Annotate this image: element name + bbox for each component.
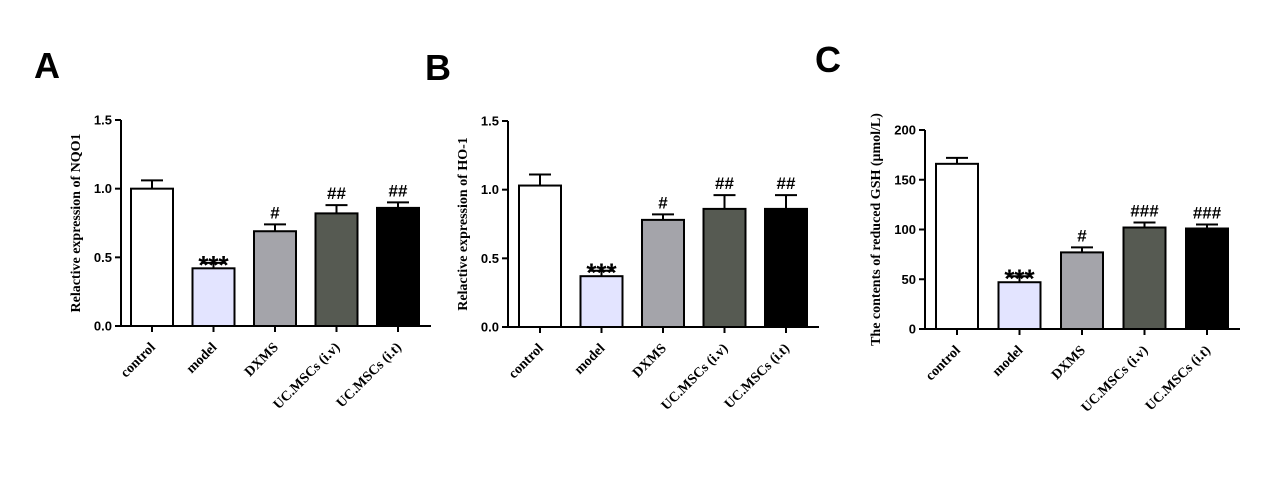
significance-label: *** <box>198 250 229 280</box>
significance-label: # <box>658 193 668 212</box>
x-tick-label: DXMS <box>242 340 282 380</box>
y-tick-label: 1.0 <box>481 182 499 197</box>
x-tick-label: UC.MSCs (i.v) <box>1079 343 1152 416</box>
x-tick-label: UC.MSCs (i.t) <box>1143 343 1214 414</box>
significance-label: ## <box>715 174 734 193</box>
x-tick-label: control <box>118 340 159 381</box>
chart-panel-c: C The contents of reduced GSH (μmol/L) 0 50… <box>815 39 1240 416</box>
significance-label: ## <box>777 174 796 193</box>
y-tick-label: 100 <box>894 222 916 237</box>
y-tick-label: 0 <box>909 322 916 337</box>
bar <box>764 207 808 328</box>
y-axis-label: Relactive expression of NQO1 <box>69 134 84 313</box>
bar <box>253 230 297 328</box>
y-axis-label: The contents of reduced GSH (μmol/L) <box>869 113 884 346</box>
panel-letter: C <box>815 39 841 80</box>
bar <box>935 162 979 330</box>
bar <box>191 267 236 328</box>
bar <box>130 187 174 327</box>
y-tick-label: 1.5 <box>94 113 112 128</box>
bar <box>702 207 747 328</box>
y-tick-label: 150 <box>894 172 916 187</box>
significance-label: # <box>270 203 280 222</box>
chart-panel-b: B Relactive expression of HO-1 0.0 0.5 1.0 1.… <box>425 47 819 414</box>
chart-panel-a: A Relactive expression of NQO1 0.0 0.5 1.0 1.… <box>34 45 431 413</box>
x-tick-label: DXMS <box>630 341 670 381</box>
y-tick-label: 1.5 <box>481 114 499 129</box>
panel-letter: A <box>34 45 60 86</box>
significance-label: ## <box>327 184 346 203</box>
bar <box>376 206 420 327</box>
bar <box>997 281 1042 330</box>
significance-label: ## <box>389 181 408 200</box>
bar <box>579 275 624 329</box>
significance-label: # <box>1077 226 1087 245</box>
panel-letter: B <box>425 47 451 88</box>
significance-label: *** <box>586 258 617 288</box>
bar <box>1060 251 1104 330</box>
x-tick-label: model <box>990 343 1027 380</box>
x-tick-label: UC.MSCs (i.t) <box>334 340 405 411</box>
significance-label: ### <box>1193 204 1222 223</box>
y-tick-label: 0.5 <box>481 251 499 266</box>
x-tick-label: control <box>923 343 964 384</box>
x-tick-label: model <box>184 340 221 377</box>
significance-label: *** <box>1004 263 1035 293</box>
x-tick-label: DXMS <box>1049 343 1089 383</box>
y-tick-label: 0.5 <box>94 250 112 265</box>
y-tick-label: 1.0 <box>94 181 112 196</box>
y-tick-label: 0.0 <box>94 319 112 334</box>
y-tick-label: 50 <box>902 272 916 287</box>
bar <box>518 184 562 328</box>
bar <box>641 218 685 329</box>
x-tick-label: UC.MSCs (i.t) <box>722 341 793 412</box>
significance-label: ### <box>1130 202 1159 221</box>
y-tick-label: 0.0 <box>481 320 499 335</box>
bar <box>314 212 359 328</box>
x-tick-label: control <box>506 341 547 382</box>
x-tick-label: model <box>572 341 609 378</box>
y-axis-label: Relactive expression of HO-1 <box>456 137 471 311</box>
bar <box>1122 226 1167 330</box>
bar <box>1185 227 1229 331</box>
y-tick-label: 200 <box>894 123 916 138</box>
